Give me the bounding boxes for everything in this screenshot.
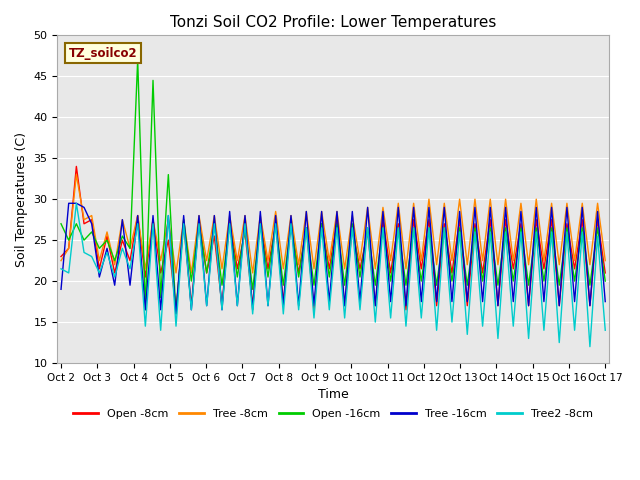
Legend: Open -8cm, Tree -8cm, Open -16cm, Tree -16cm, Tree2 -8cm: Open -8cm, Tree -8cm, Open -16cm, Tree -… (69, 404, 597, 423)
Tree -16cm (172, 311, 180, 317)
Tree -8cm (141, 266, 149, 272)
Open -16cm (141, 307, 149, 312)
Open -8cm (379, 217, 387, 223)
Open -16cm (440, 225, 448, 231)
Open -16cm (257, 221, 264, 227)
Open -8cm (141, 274, 149, 280)
Line: Tree -8cm: Tree -8cm (61, 175, 605, 273)
Open -8cm (440, 221, 448, 227)
Tree2 -8cm (602, 327, 609, 333)
Tree -8cm (440, 201, 448, 206)
Tree -8cm (379, 204, 387, 210)
Tree2 -8cm (586, 344, 594, 349)
Line: Tree2 -8cm: Tree2 -8cm (61, 204, 605, 347)
Tree -16cm (141, 307, 149, 312)
Text: TZ_soilco2: TZ_soilco2 (68, 47, 137, 60)
Tree -16cm (571, 299, 579, 304)
Tree -16cm (440, 204, 448, 210)
Line: Tree -16cm: Tree -16cm (61, 204, 605, 314)
Tree2 -8cm (57, 266, 65, 272)
Open -16cm (571, 278, 579, 284)
Line: Open -16cm: Open -16cm (61, 60, 605, 314)
Tree2 -8cm (410, 225, 417, 231)
Open -8cm (571, 266, 579, 272)
Y-axis label: Soil Temperatures (C): Soil Temperatures (C) (15, 132, 28, 267)
Tree2 -8cm (371, 319, 379, 325)
Tree -8cm (72, 172, 80, 178)
Tree -16cm (379, 209, 387, 215)
Open -16cm (172, 311, 180, 317)
Tree2 -8cm (563, 229, 571, 235)
Tree -8cm (257, 213, 264, 218)
Tree2 -8cm (141, 324, 149, 329)
Tree -16cm (57, 287, 65, 292)
Open -8cm (257, 217, 264, 223)
Tree -8cm (571, 258, 579, 264)
Line: Open -8cm: Open -8cm (61, 167, 605, 310)
Open -8cm (602, 270, 609, 276)
Tree -8cm (602, 258, 609, 264)
Open -16cm (379, 225, 387, 231)
Tree2 -8cm (72, 201, 80, 206)
Tree -16cm (602, 299, 609, 304)
Open -16cm (417, 278, 425, 284)
Open -16cm (57, 221, 65, 227)
Tree -8cm (417, 258, 425, 264)
Open -8cm (72, 164, 80, 169)
Tree2 -8cm (249, 311, 257, 317)
Open -8cm (57, 253, 65, 259)
Open -16cm (602, 278, 609, 284)
Open -16cm (134, 57, 141, 63)
Open -8cm (417, 266, 425, 272)
Tree -16cm (65, 201, 72, 206)
Open -8cm (172, 307, 180, 312)
Tree -8cm (57, 258, 65, 264)
X-axis label: Time: Time (318, 388, 349, 401)
Title: Tonzi Soil CO2 Profile: Lower Temperatures: Tonzi Soil CO2 Profile: Lower Temperatur… (170, 15, 497, 30)
Tree2 -8cm (433, 327, 440, 333)
Tree -16cm (257, 209, 264, 215)
Tree -16cm (417, 299, 425, 304)
Tree -8cm (172, 270, 180, 276)
